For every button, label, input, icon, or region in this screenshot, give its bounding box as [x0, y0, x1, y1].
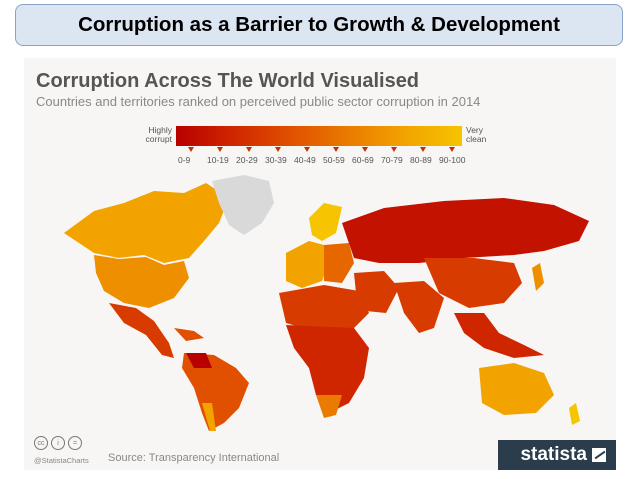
statista-handle: @StatistaCharts [34, 456, 89, 465]
north-africa-region [279, 285, 369, 331]
new-zealand-region [569, 403, 580, 425]
statista-mark-icon [592, 448, 606, 462]
legend-range-4: 40-49 [294, 155, 316, 165]
legend-range-3: 30-39 [265, 155, 287, 165]
europe-east-region [324, 243, 354, 283]
russia-region [342, 198, 589, 263]
legend-range-0: 0-9 [178, 155, 191, 165]
middle-east-region [354, 271, 399, 313]
statista-logo: statista [498, 440, 616, 470]
infographic-card: Corruption Across The World Visualised C… [24, 58, 616, 470]
venezuela-region [186, 353, 212, 368]
infographic-subtitle: Countries and territories ranked on perc… [36, 94, 481, 109]
cc-icon: cc [34, 436, 48, 450]
legend-range-labels: 0-9 10-19 20-29 30-39 40-49 50-59 60-69 … [178, 155, 468, 165]
canada-region [64, 183, 229, 263]
legend-color-scale [176, 126, 462, 146]
nd-icon: = [68, 436, 82, 450]
south-america-region [182, 353, 249, 431]
legend-high-corrupt-label: Highly corrupt [145, 125, 172, 144]
chile-region [202, 403, 216, 431]
legend-range-9: 90-100 [439, 155, 466, 165]
usa-region [94, 255, 189, 308]
australia-region [479, 363, 554, 415]
legend-range-7: 70-79 [381, 155, 403, 165]
southeast-asia-region [454, 313, 544, 358]
slide-title-box: Corruption as a Barrier to Growth & Deve… [15, 4, 623, 46]
sub-saharan-africa-region [286, 325, 369, 413]
central-america-region [109, 303, 174, 358]
world-map [64, 175, 589, 431]
brand-name: statista [520, 444, 587, 465]
license-icons: cc i = [34, 436, 82, 450]
scandinavia-region [309, 203, 342, 241]
china-region [424, 258, 522, 308]
legend-ticks [176, 147, 462, 155]
europe-west-region [286, 241, 329, 288]
legend-range-8: 80-89 [410, 155, 432, 165]
legend-range-2: 20-29 [236, 155, 258, 165]
legend-range-5: 50-59 [323, 155, 345, 165]
slide-title: Corruption as a Barrier to Growth & Deve… [78, 13, 560, 36]
legend-very-clean-label: Very clean [466, 125, 487, 144]
source-text: Source: Transparency International [108, 452, 280, 464]
by-icon: i [51, 436, 65, 450]
japan-region [532, 263, 544, 291]
south-asia-region [394, 281, 444, 333]
legend-range-6: 60-69 [352, 155, 374, 165]
caribbean-region [174, 328, 204, 341]
southern-africa-region [316, 395, 342, 418]
legend-range-1: 10-19 [207, 155, 229, 165]
greenland-region [212, 175, 274, 235]
infographic-title: Corruption Across The World Visualised [36, 70, 420, 92]
